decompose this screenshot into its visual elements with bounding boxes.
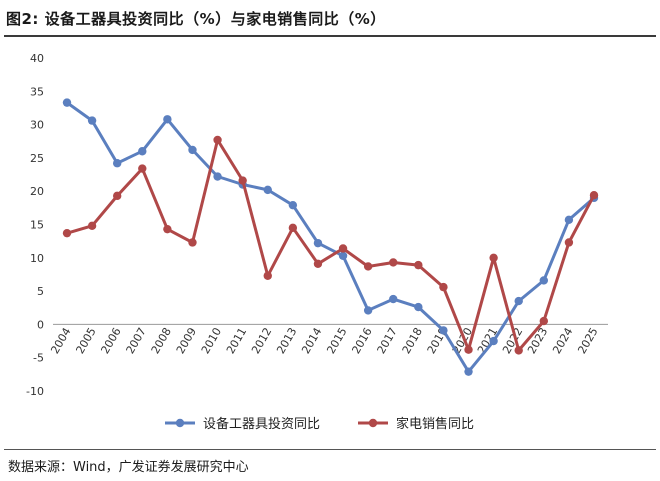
data-point [338, 244, 348, 253]
x-tick-label: 2025 [575, 325, 600, 356]
data-point [87, 221, 97, 231]
y-tick-label: -5 [33, 352, 44, 365]
legend-swatch-marker [175, 418, 185, 428]
data-point [188, 145, 197, 155]
data-point [263, 271, 272, 280]
data-point [514, 296, 523, 306]
data-point [87, 116, 97, 125]
data-point [564, 215, 574, 225]
series-line [66, 101, 595, 374]
data-point [514, 346, 523, 355]
data-point [138, 164, 147, 173]
data-point [163, 224, 172, 234]
data-point [439, 282, 448, 292]
series-lines [62, 98, 599, 376]
data-point [112, 191, 122, 201]
data-point [389, 258, 398, 267]
legend: 设备工器具投资同比 家电销售同比 [165, 416, 474, 432]
legend-swatch-marker [368, 418, 378, 428]
data-point [589, 190, 599, 200]
legend-label: 家电销售同比 [396, 416, 474, 432]
data-point [489, 336, 498, 346]
x-tick-label: 2017 [375, 325, 400, 356]
x-tick-label: 2008 [149, 325, 174, 356]
y-tick-label: 40 [30, 52, 44, 65]
x-tick-label: 2006 [99, 325, 124, 356]
y-tick-label: 20 [30, 185, 44, 198]
series-line [66, 138, 596, 352]
x-tick-label: 2014 [299, 325, 324, 356]
y-tick-label: 0 [37, 318, 44, 331]
data-point [464, 367, 473, 376]
data-point [263, 185, 272, 195]
x-tick-label: 2018 [400, 325, 425, 356]
x-tick-label: 2010 [199, 325, 224, 356]
series-2 [62, 135, 599, 355]
data-point [112, 159, 122, 168]
data-point [338, 251, 348, 261]
x-tick-label: 2012 [249, 325, 274, 356]
y-axis-ticks: -10 -5 0 5 10 15 20 25 30 35 40 [26, 52, 44, 398]
data-point [313, 238, 323, 248]
y-tick-label: 30 [30, 119, 44, 132]
data-point [213, 135, 222, 145]
data-point [62, 98, 72, 107]
y-tick-label: 10 [30, 252, 44, 265]
data-point [213, 172, 222, 181]
x-tick-label: 2004 [48, 325, 73, 356]
x-tick-label: 2011 [224, 325, 249, 356]
data-point [288, 200, 298, 210]
x-tick-label: 2007 [124, 325, 149, 356]
data-point [439, 326, 448, 335]
data-point [414, 260, 423, 270]
legend-item: 设备工器具投资同比 [165, 416, 320, 432]
x-tick-label: 2016 [349, 325, 374, 356]
y-tick-label: 5 [37, 285, 44, 298]
source-note: 数据来源：Wind，广发证券发展研究中心 [8, 460, 249, 475]
data-point [363, 306, 373, 315]
data-point [539, 316, 549, 326]
x-tick-label: 2013 [274, 325, 299, 356]
data-point [564, 238, 574, 247]
x-tick-label: 2024 [550, 325, 575, 356]
data-point [163, 115, 172, 124]
x-tick-label: 2009 [174, 325, 199, 356]
source-divider [4, 449, 656, 450]
legend-item: 家电销售同比 [358, 416, 474, 432]
data-point [138, 147, 147, 156]
y-tick-label: 35 [30, 85, 44, 98]
y-tick-label: 25 [30, 152, 44, 165]
data-point [238, 176, 247, 185]
chart-title: 图2: 设备工器具投资同比（%）与家电销售同比（%） [6, 10, 386, 28]
data-point [363, 262, 373, 271]
legend-label: 设备工器具投资同比 [203, 416, 320, 432]
y-tick-label: -10 [26, 385, 44, 398]
data-point [539, 276, 549, 285]
data-point [414, 302, 423, 312]
data-point [489, 253, 498, 262]
y-tick-label: 15 [30, 219, 44, 232]
data-point [62, 228, 72, 238]
x-tick-label: 2015 [324, 325, 349, 356]
title-divider [4, 35, 656, 37]
data-point [188, 238, 197, 247]
data-point [389, 294, 398, 304]
series-1 [62, 98, 599, 376]
data-point [464, 345, 473, 354]
data-point [313, 259, 323, 268]
x-tick-label: 2005 [73, 325, 98, 356]
data-point [288, 223, 298, 233]
